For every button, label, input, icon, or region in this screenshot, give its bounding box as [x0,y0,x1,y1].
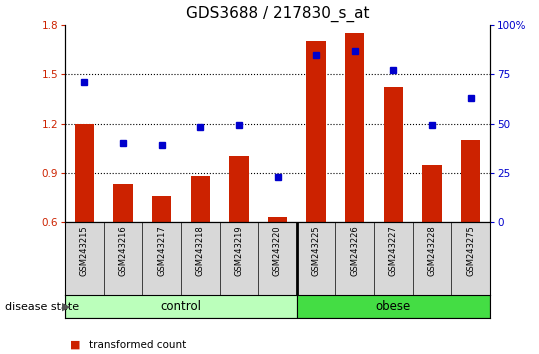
Text: obese: obese [376,300,411,313]
Text: GSM243220: GSM243220 [273,225,282,276]
Bar [297,296,490,318]
Text: ▶: ▶ [62,302,71,312]
Text: GSM243227: GSM243227 [389,225,398,276]
Bar [384,87,403,222]
Text: disease state: disease state [5,302,80,312]
Text: GSM243218: GSM243218 [196,225,205,276]
Text: transformed count: transformed count [89,339,186,349]
Text: GSM243217: GSM243217 [157,225,166,276]
Text: GSM243228: GSM243228 [427,225,437,276]
Bar [113,184,133,222]
Text: GSM243216: GSM243216 [119,225,127,276]
Bar [345,33,364,222]
Bar [229,156,248,222]
Bar [423,165,441,222]
Text: GSM243219: GSM243219 [234,225,244,276]
Bar [191,176,210,222]
Bar [65,296,297,318]
Bar [75,124,94,222]
Text: control: control [161,300,202,313]
Bar [152,196,171,222]
Bar [461,140,480,222]
Bar [307,41,326,222]
Bar [268,217,287,222]
Text: GSM243275: GSM243275 [466,225,475,276]
Text: GSM243226: GSM243226 [350,225,360,276]
Text: GSM243215: GSM243215 [80,225,89,276]
Text: GSM243225: GSM243225 [312,225,321,276]
Text: ■: ■ [71,339,81,349]
Title: GDS3688 / 217830_s_at: GDS3688 / 217830_s_at [186,6,369,22]
